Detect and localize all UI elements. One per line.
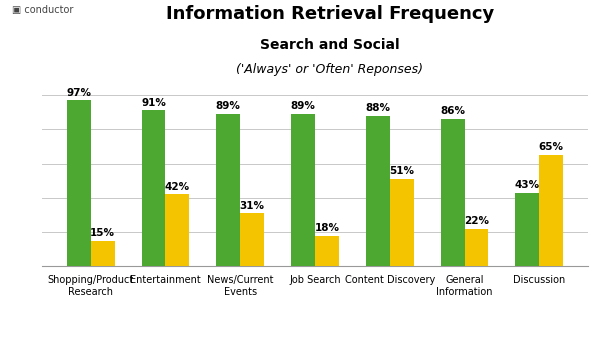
Text: 88%: 88% bbox=[365, 103, 390, 113]
Bar bbox=[166, 194, 190, 266]
Text: ▣ conductor: ▣ conductor bbox=[12, 5, 73, 15]
Text: Information Retrieval Frequency: Information Retrieval Frequency bbox=[166, 5, 494, 23]
Text: 42%: 42% bbox=[165, 182, 190, 192]
Bar bbox=[91, 241, 115, 266]
Text: 22%: 22% bbox=[464, 216, 489, 226]
Text: 86%: 86% bbox=[440, 107, 465, 116]
Bar bbox=[217, 114, 240, 266]
Bar bbox=[291, 114, 315, 266]
Text: Search and Social: Search and Social bbox=[260, 38, 400, 52]
Bar bbox=[515, 193, 539, 266]
Text: 43%: 43% bbox=[515, 180, 540, 190]
Text: 97%: 97% bbox=[66, 87, 91, 98]
Text: 18%: 18% bbox=[314, 223, 340, 233]
Text: 91%: 91% bbox=[141, 98, 166, 108]
Text: 89%: 89% bbox=[216, 101, 241, 111]
Bar bbox=[464, 229, 488, 266]
Text: 89%: 89% bbox=[290, 101, 316, 111]
Bar bbox=[440, 119, 464, 266]
Bar bbox=[240, 213, 264, 266]
Bar bbox=[67, 100, 91, 266]
Text: ('Always' or 'Often' Reponses): ('Always' or 'Often' Reponses) bbox=[236, 63, 424, 76]
Bar bbox=[539, 155, 563, 266]
Text: 15%: 15% bbox=[90, 228, 115, 238]
Text: 51%: 51% bbox=[389, 166, 414, 176]
Bar bbox=[142, 111, 166, 266]
Bar bbox=[390, 179, 413, 266]
Text: 31%: 31% bbox=[240, 201, 265, 211]
Bar bbox=[315, 235, 339, 266]
Bar bbox=[366, 116, 390, 266]
Text: 65%: 65% bbox=[539, 143, 564, 152]
